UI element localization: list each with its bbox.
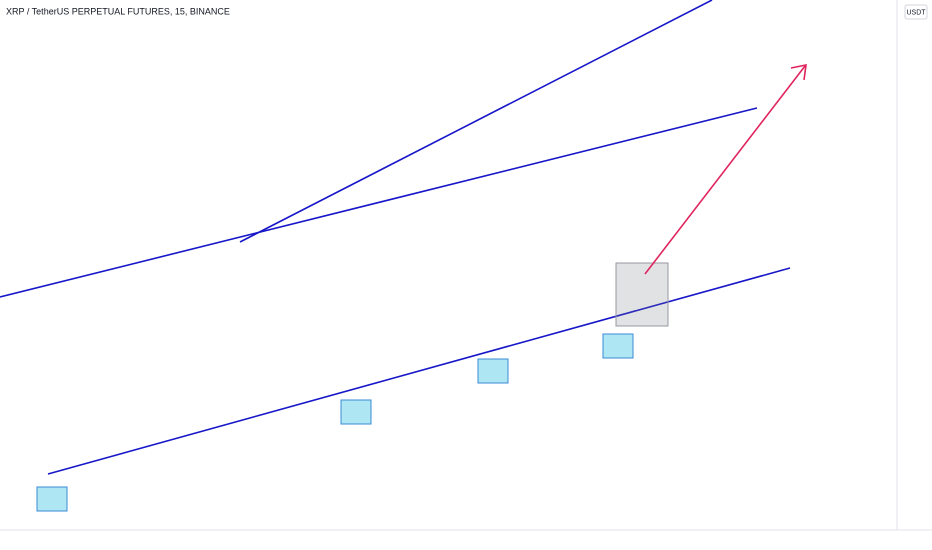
highlight-box [340,399,372,425]
chart-title: XRP / TetherUS PERPETUAL FUTURES, 15, BI… [6,6,230,16]
highlight-box [36,486,68,512]
trend-line [0,107,758,298]
trend-line [239,0,713,243]
price-axis: USDT [0,0,932,531]
currency: USDT [906,9,926,16]
rectangle [615,262,669,327]
currency-box [904,4,928,20]
drawings [0,0,807,512]
arrow-head [790,63,807,81]
highlight-box [602,333,634,359]
highlight-box [477,358,509,384]
trend-line [47,267,791,475]
arrow [644,65,806,275]
